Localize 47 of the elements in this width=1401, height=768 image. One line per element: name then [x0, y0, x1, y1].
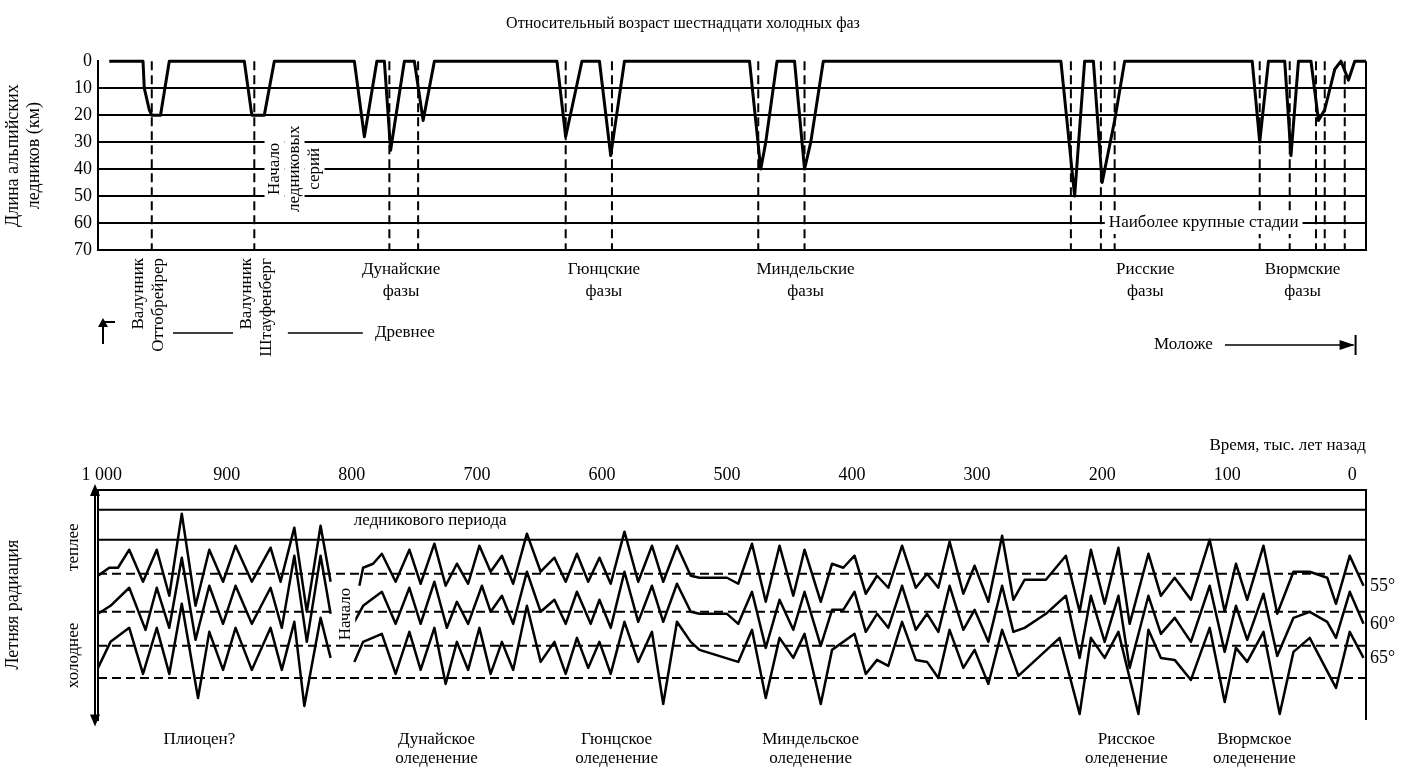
text: Рисские фазы — [1116, 259, 1175, 300]
x-tick-label: 200 — [1088, 463, 1116, 484]
y-tick-label: 0 — [83, 49, 92, 70]
series-label: 65° — [1370, 646, 1396, 667]
x-tick-label: 900 — [213, 463, 241, 484]
text: Валунник Оттобрейрер — [128, 257, 168, 352]
chart-title: Относительный возраст шестнадцати холодных фаз — [506, 13, 860, 32]
text: холоднее — [63, 622, 83, 689]
text: Вюрмское оледенение — [1213, 729, 1296, 767]
text: Миндельские фазы — [756, 259, 855, 300]
x-tick-label: 800 — [338, 463, 366, 484]
annotation: ледникового периода — [353, 510, 508, 530]
y-tick-label: 30 — [74, 130, 92, 151]
annotation: Наиболее крупные стадии — [1108, 212, 1299, 232]
x-tick-label: 1 000 — [81, 463, 122, 484]
y-tick-label: 20 — [74, 103, 92, 124]
x-tick-label: 500 — [713, 463, 741, 484]
y-tick-label: 50 — [74, 184, 92, 205]
y-tick-label: 60 — [74, 211, 92, 232]
text: теплее — [63, 523, 83, 572]
text: Миндельское оледенение — [762, 729, 860, 767]
y-tick-label: 70 — [74, 238, 92, 259]
y-tick-label: 40 — [74, 157, 92, 178]
x-tick-label: 300 — [963, 463, 991, 484]
text: Древнее — [374, 322, 435, 342]
x-tick-label: 600 — [588, 463, 616, 484]
y-axis-title: Летняя радиация — [1, 539, 22, 670]
y-tick-label: 10 — [74, 76, 92, 97]
text: Гюнцское оледенение — [575, 729, 658, 767]
text: Рисское оледенение — [1085, 729, 1168, 767]
annotation: Начало ледниковых серий — [264, 125, 324, 213]
x-tick-label: 400 — [838, 463, 866, 484]
series-label: 55° — [1370, 574, 1396, 595]
text: Гюнцские фазы — [567, 259, 641, 300]
text: Валунник Штауфенберг — [235, 257, 275, 357]
series-label: 60° — [1370, 612, 1396, 633]
annotation: Начало — [334, 587, 354, 641]
text: Вюрмские фазы — [1264, 259, 1341, 300]
text: Дунайские фазы — [361, 259, 441, 300]
x-axis-title: Время, тыс. лет назад — [1209, 434, 1367, 454]
x-tick-label: 100 — [1213, 463, 1241, 484]
text: Плиоцен? — [163, 729, 236, 748]
x-tick-label: 700 — [463, 463, 491, 484]
x-tick-label: 0 — [1347, 463, 1357, 484]
text: Дунайское оледенение — [395, 729, 478, 767]
text: Моложе — [1154, 334, 1213, 354]
y-axis-title: Длина альпийских ледников (км) — [1, 84, 45, 227]
